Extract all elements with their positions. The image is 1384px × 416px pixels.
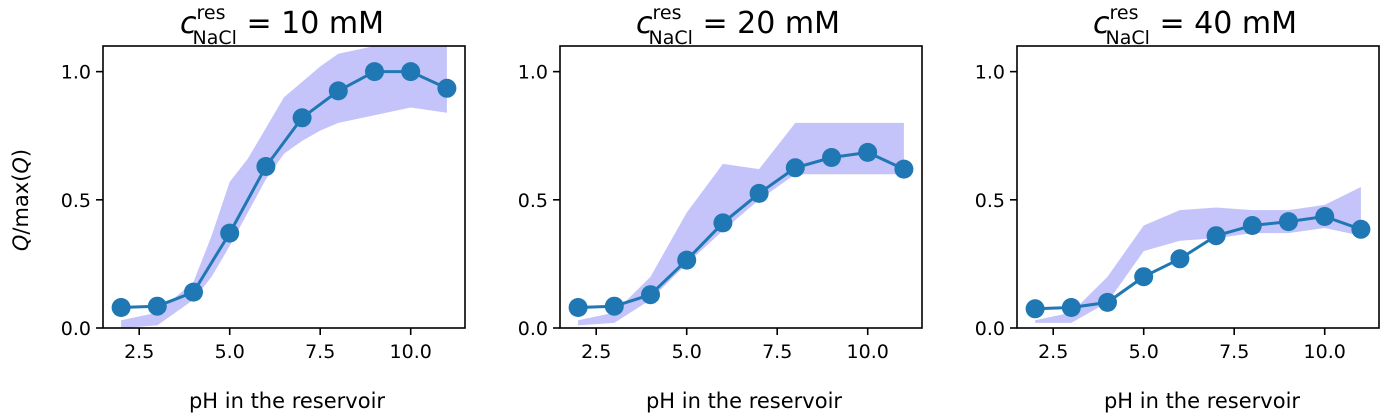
data-point xyxy=(1315,207,1335,226)
x-tick-label: 5.0 xyxy=(215,341,245,363)
x-axis-label: pH in the reservoir xyxy=(189,389,385,413)
axes-frame xyxy=(559,45,923,329)
y-tick-label: 0.0 xyxy=(61,318,91,340)
x-tick-label: 7.5 xyxy=(762,341,792,363)
uncertainty-band xyxy=(1035,187,1361,323)
x-tick-label: 10.0 xyxy=(847,341,889,363)
data-point xyxy=(220,223,240,243)
y-tick-label: 0.0 xyxy=(975,318,1005,340)
data-point xyxy=(713,213,733,233)
series-line xyxy=(578,150,905,309)
panel-3: cres NaCl = 40 mM pH in the reservoir 2.5… xyxy=(975,2,1380,413)
data-point xyxy=(1098,292,1117,312)
data-point xyxy=(677,250,697,270)
data-point xyxy=(1351,219,1371,239)
data-point xyxy=(1061,298,1081,317)
data-point xyxy=(1134,267,1154,287)
data-point xyxy=(568,298,588,317)
uncertainty-band xyxy=(121,46,447,328)
y-tick-label: 1.0 xyxy=(975,62,1005,84)
panel-title: cres NaCl = 20 mM xyxy=(636,2,840,49)
y-tick-label: 1.0 xyxy=(518,62,548,84)
data-point xyxy=(641,285,660,305)
data-point xyxy=(437,78,457,98)
x-tick-label: 5.0 xyxy=(1129,341,1159,363)
data-point xyxy=(858,142,878,162)
data-point xyxy=(1206,226,1226,246)
axes-frame xyxy=(1016,45,1380,329)
x-tick-label: 5.0 xyxy=(672,341,702,363)
x-tick-label: 7.5 xyxy=(1219,341,1249,363)
data-point xyxy=(822,148,841,167)
panel-2: cres NaCl = 20 mM pH in the reservoir 2.5… xyxy=(518,2,923,413)
data-point xyxy=(147,296,167,316)
data-point xyxy=(401,62,421,82)
axes-frame xyxy=(102,45,466,329)
x-tick-label: 2.5 xyxy=(581,341,611,363)
data-point xyxy=(749,183,769,203)
y-tick-label: 0.5 xyxy=(518,190,548,212)
data-point xyxy=(256,157,276,176)
data-point xyxy=(184,282,203,302)
data-point xyxy=(604,296,624,316)
y-tick-label: 0.5 xyxy=(61,190,91,212)
data-point xyxy=(1279,212,1298,232)
data-point xyxy=(894,159,914,179)
x-tick-label: 2.5 xyxy=(1038,341,1068,363)
uncertainty-band xyxy=(578,122,904,326)
y-tick-label: 0.0 xyxy=(518,318,548,340)
data-point xyxy=(1025,299,1045,319)
data-point xyxy=(111,298,131,317)
data-point xyxy=(365,62,384,82)
data-point xyxy=(292,108,312,128)
data-point xyxy=(328,81,348,101)
panel-1: cres NaCl = 10 mM pH in the reservoir 2.5… xyxy=(61,2,466,413)
x-tick-label: 7.5 xyxy=(305,341,335,363)
data-point xyxy=(1170,249,1190,269)
x-axis-label: pH in the reservoir xyxy=(646,389,842,413)
data-point xyxy=(785,158,805,178)
panel-title: cres NaCl = 10 mM xyxy=(180,2,384,49)
x-tick-label: 10.0 xyxy=(1304,341,1346,363)
y-tick-label: 1.0 xyxy=(61,62,91,84)
x-tick-label: 10.0 xyxy=(390,341,432,363)
x-axis-label: pH in the reservoir xyxy=(1104,389,1300,413)
series-line xyxy=(121,70,448,309)
panel-title: cres NaCl = 40 mM xyxy=(1093,2,1297,49)
series-line xyxy=(1035,214,1362,311)
x-tick-label: 2.5 xyxy=(124,341,154,363)
y-axis-label: Q/max(Q) xyxy=(9,149,33,251)
data-point xyxy=(1242,216,1262,235)
y-tick-label: 0.5 xyxy=(975,190,1005,212)
